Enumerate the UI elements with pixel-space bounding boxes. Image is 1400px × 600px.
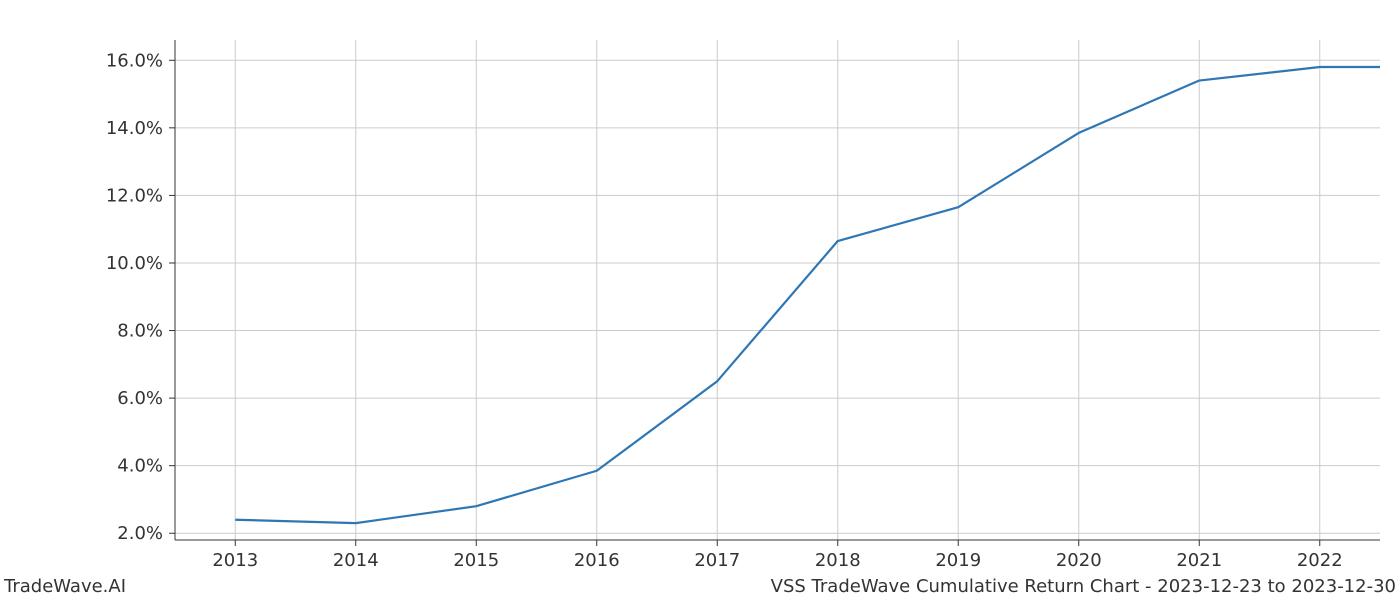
y-tick-label: 6.0%: [117, 388, 163, 409]
y-tick-label: 4.0%: [117, 456, 163, 477]
footer-left-label: TradeWave.AI: [3, 576, 126, 597]
y-tick-label: 14.0%: [106, 118, 163, 139]
line-chart: 2013 2014 2015 2016 2017 2018 2019 2020 2021 2022…: [0, 0, 1400, 600]
x-tick-label: 2022: [1297, 550, 1343, 571]
x-tick-label: 2019: [935, 550, 981, 571]
x-tick-label: 2020: [1056, 550, 1102, 571]
chart-container: 2013 2014 2015 2016 2017 2018 2019 2020 2021 2022…: [0, 0, 1400, 600]
y-tick-label: 8.0%: [117, 321, 163, 342]
y-tick-label: 10.0%: [106, 253, 163, 274]
y-tick-label: 2.0%: [117, 523, 163, 544]
y-tick-label: 16.0%: [106, 50, 163, 71]
x-tick-label: 2021: [1176, 550, 1222, 571]
x-tick-label: 2018: [815, 550, 861, 571]
x-tick-label: 2013: [212, 550, 258, 571]
x-tick-label: 2014: [333, 550, 379, 571]
x-tick-label: 2017: [694, 550, 740, 571]
chart-background: [0, 0, 1400, 600]
footer-right-label: VSS TradeWave Cumulative Return Chart - …: [771, 576, 1396, 597]
x-tick-label: 2015: [453, 550, 499, 571]
x-tick-label: 2016: [574, 550, 620, 571]
y-tick-label: 12.0%: [106, 185, 163, 206]
